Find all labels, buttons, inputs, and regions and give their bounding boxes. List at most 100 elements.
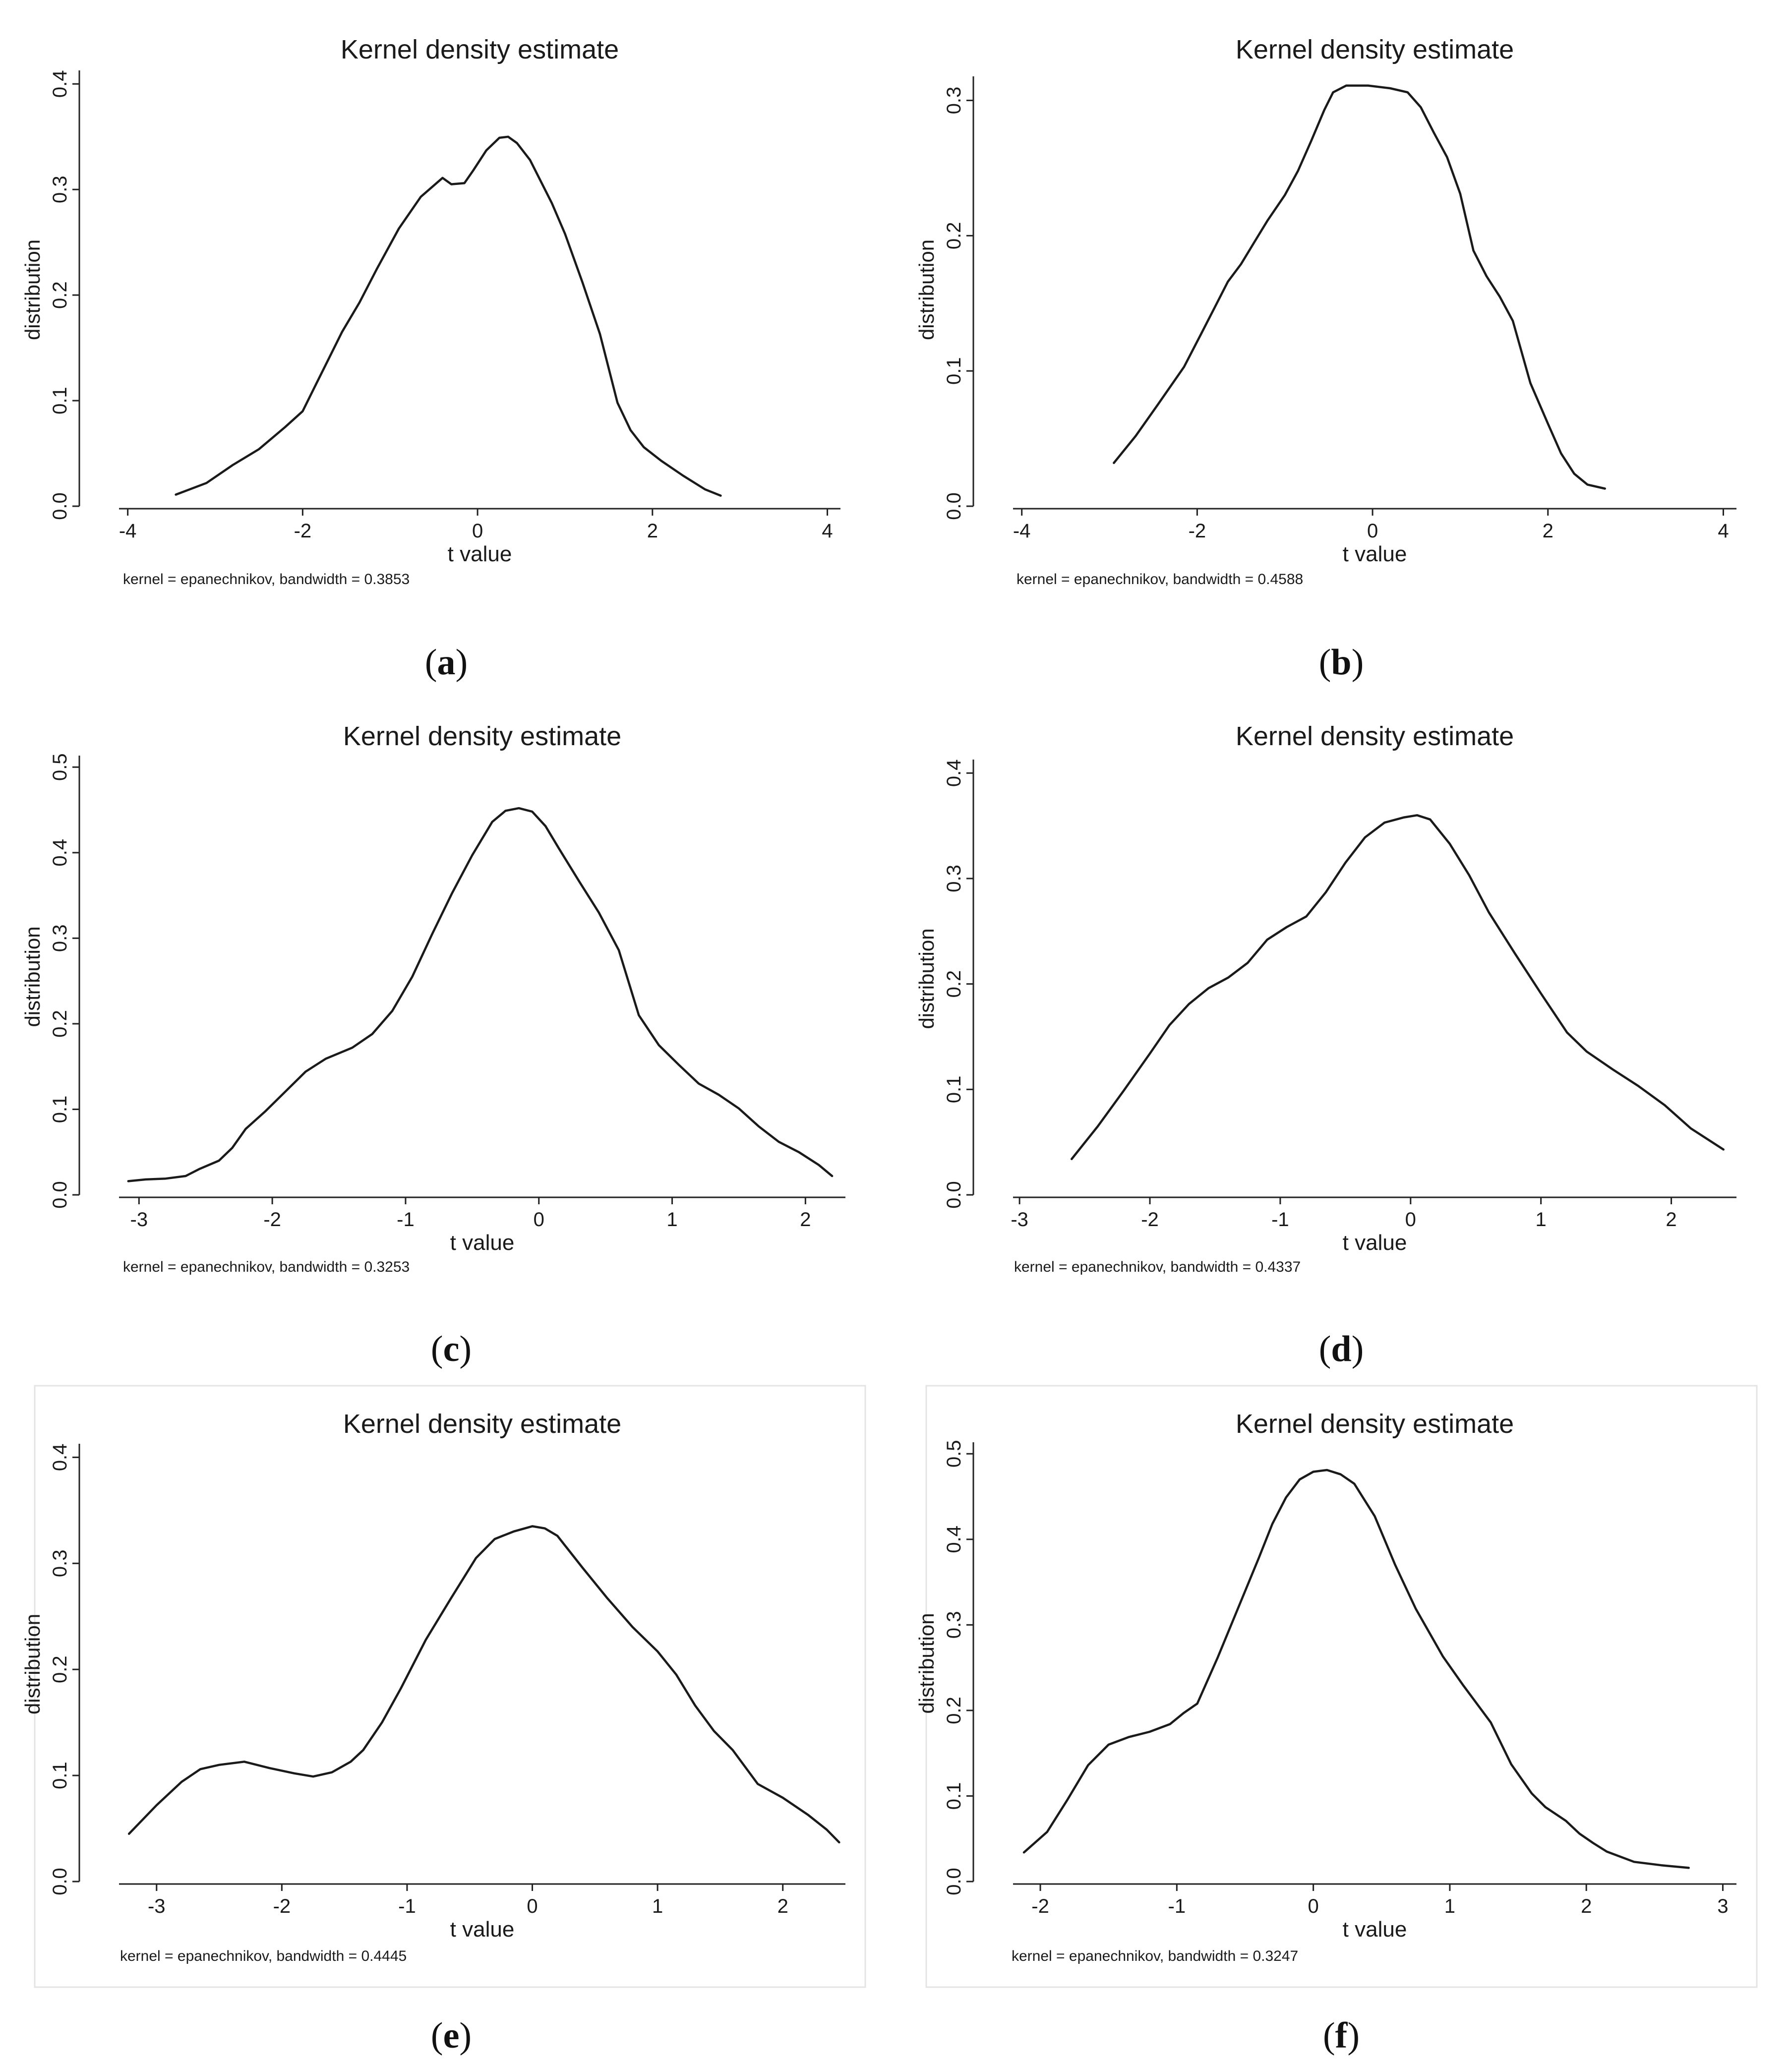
density-line: [1022, 1469, 1690, 1869]
chart-panel-a: Kernel density estimate 0.0 0.1 0.2 0.3 0.4 di…: [21, 35, 840, 683]
x-axis-label: t value: [450, 1231, 515, 1255]
x-tick-label: -3: [130, 1209, 148, 1231]
x-tick-label: -1: [1168, 1895, 1186, 1917]
panel-label: (e): [431, 2015, 472, 2056]
chart-panel-e: Kernel density estimate 0.0 0.1 0.2 0.3 0.4 di…: [21, 1409, 845, 2056]
x-tick-label: 4: [1718, 520, 1729, 542]
y-tick-label: 0.3: [49, 925, 71, 952]
x-tick-label: 0: [1308, 1895, 1318, 1917]
x-tick-label: 1: [1444, 1895, 1455, 1917]
density-line: [1113, 84, 1606, 490]
x-axis-label: t value: [448, 542, 512, 566]
x-tick-label: 2: [1543, 520, 1553, 542]
x-tick-label: 2: [647, 520, 658, 542]
y-tick-label: 0.4: [49, 70, 71, 98]
density-line: [127, 807, 834, 1182]
chart-title: Kernel density estimate: [341, 35, 619, 64]
y-tick-label: 0.0: [943, 1868, 965, 1895]
y-tick-label: 0.1: [943, 357, 965, 385]
x-tick-label: 0: [534, 1209, 544, 1231]
y-axis-label: distribution: [21, 926, 44, 1027]
panel-label: (a): [425, 642, 468, 683]
y-tick-label: 0.3: [943, 865, 965, 892]
kernel-caption: kernel = epanechnikov, bandwidth = 0.444…: [120, 1948, 407, 1964]
x-tick-label: 4: [822, 520, 833, 542]
y-tick-label: 0.2: [49, 1655, 71, 1683]
x-tick-label: -1: [398, 1895, 416, 1917]
y-tick-label: 0.3: [49, 1549, 71, 1577]
y-tick-label: 0.3: [943, 1611, 965, 1639]
panel-e-frame: [34, 1385, 866, 1988]
x-tick-label: -4: [119, 520, 137, 542]
x-tick-label: -4: [1013, 520, 1031, 542]
panel-label: (f): [1323, 2015, 1360, 2056]
kernel-caption: kernel = epanechnikov, bandwidth = 0.385…: [123, 571, 410, 588]
density-line: [175, 135, 722, 497]
panel-label: (c): [431, 1329, 472, 1369]
chart-title: Kernel density estimate: [343, 1409, 621, 1439]
x-tick-label: -2: [1189, 520, 1206, 542]
y-axis-label: distribution: [21, 1614, 44, 1714]
x-tick-label: 0: [472, 520, 483, 542]
x-tick-label: 3: [1717, 1895, 1728, 1917]
kernel-caption: kernel = epanechnikov, bandwidth = 0.433…: [1014, 1259, 1301, 1275]
x-tick-label: 2: [1666, 1209, 1676, 1231]
chart-panel-f: Kernel density estimate 0.0 0.1 0.2 0.3 0.4 0.…: [915, 1409, 1736, 2056]
y-axis-label: distribution: [21, 239, 44, 340]
y-tick-label: 0.4: [943, 1526, 965, 1553]
chart-title: Kernel density estimate: [343, 721, 621, 751]
x-tick-label: 2: [777, 1895, 788, 1917]
x-tick-label: 1: [652, 1895, 663, 1917]
x-tick-label: -2: [263, 1209, 281, 1231]
x-tick-label: -2: [294, 520, 312, 542]
y-tick-label: 0.5: [943, 1440, 965, 1468]
x-tick-label: 0: [1405, 1209, 1416, 1231]
y-tick-label: 0.2: [49, 1010, 71, 1038]
y-tick-label: 0.2: [49, 281, 71, 309]
y-axis-label: distribution: [915, 239, 938, 340]
x-axis-label: t value: [1343, 1231, 1407, 1255]
density-line: [1071, 814, 1725, 1160]
x-axis-label: t value: [1343, 542, 1407, 566]
kernel-caption: kernel = epanechnikov, bandwidth = 0.324…: [1012, 1948, 1298, 1964]
y-tick-label: 0.3: [49, 176, 71, 203]
x-tick-label: -3: [148, 1895, 166, 1917]
y-axis-label: distribution: [915, 928, 938, 1029]
y-tick-label: 0.2: [943, 222, 965, 250]
x-tick-label: -1: [1271, 1209, 1289, 1231]
y-tick-label: 0.4: [49, 1444, 71, 1472]
x-tick-label: 0: [527, 1895, 538, 1917]
y-tick-label: 0.2: [943, 1697, 965, 1724]
y-tick-label: 0.5: [49, 753, 71, 781]
x-tick-label: 2: [800, 1209, 811, 1231]
chart-panel-b: Kernel density estimate 0.0 0.1 0.2 0.3 distr…: [915, 35, 1736, 683]
x-tick-label: 2: [1581, 1895, 1592, 1917]
y-tick-label: 0.2: [943, 970, 965, 998]
y-tick-label: 0.0: [943, 492, 965, 520]
chart-title: Kernel density estimate: [1236, 721, 1514, 751]
chart-title: Kernel density estimate: [1236, 1409, 1514, 1439]
y-tick-label: 0.1: [943, 1076, 965, 1104]
x-tick-label: -2: [1031, 1895, 1049, 1917]
y-tick-label: 0.0: [49, 492, 71, 520]
x-tick-label: 0: [1367, 520, 1378, 542]
x-axis-label: t value: [1343, 1917, 1407, 1942]
y-tick-label: 0.4: [49, 839, 71, 867]
x-tick-label: -2: [1141, 1209, 1159, 1231]
x-tick-label: -2: [273, 1895, 291, 1917]
kernel-caption: kernel = epanechnikov, bandwidth = 0.325…: [123, 1259, 410, 1275]
y-tick-label: 0.0: [49, 1181, 71, 1209]
y-tick-label: 0.0: [943, 1181, 965, 1209]
panel-label: (b): [1319, 642, 1364, 683]
y-tick-label: 0.4: [943, 759, 965, 787]
y-axis-label: distribution: [915, 1613, 938, 1713]
chart-panel-c: Kernel density estimate 0.0 0.1 0.2 0.3 0.4 0.…: [21, 721, 845, 1369]
y-tick-label: 0.1: [943, 1782, 965, 1810]
y-tick-label: 0.1: [49, 1762, 71, 1789]
panel-f-frame: [925, 1385, 1758, 1988]
x-axis-label: t value: [450, 1917, 515, 1942]
y-tick-label: 0.1: [49, 387, 71, 414]
y-tick-label: 0.3: [943, 87, 965, 115]
chart-title: Kernel density estimate: [1236, 35, 1514, 64]
